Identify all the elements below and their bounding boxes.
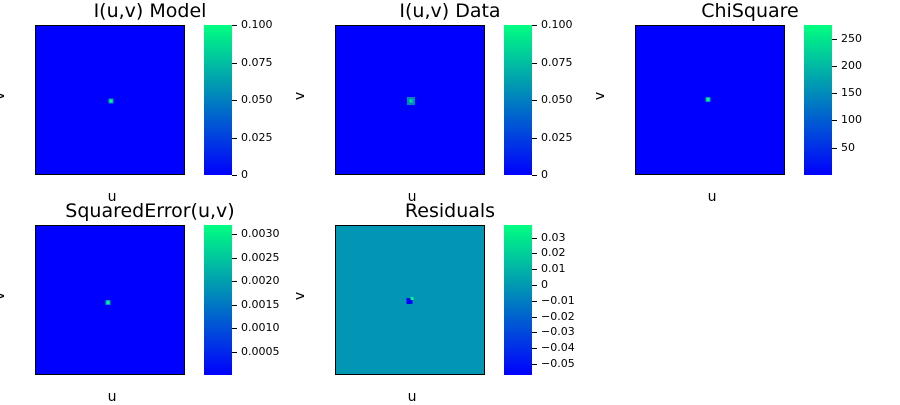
- y-axis-label: v: [292, 91, 308, 101]
- colorbar: [504, 225, 532, 375]
- colorbar-tick-label: 0.075: [241, 55, 273, 69]
- colorbar-tick-label: 0: [241, 168, 248, 181]
- colorbar-tick-label: 0.050: [241, 93, 273, 106]
- colorbar-tick-label: 0.025: [541, 130, 573, 144]
- heatmap-spot: [106, 301, 110, 304]
- heatmap-spot-peak: [410, 297, 414, 300]
- colorbar-tick-label: −0.05: [541, 356, 575, 370]
- heatmap-area: [635, 25, 785, 175]
- y-axis-label: v: [592, 91, 608, 101]
- heatmap-svg: [36, 226, 184, 374]
- x-axis-label: u: [707, 189, 717, 205]
- colorbar-gradient: [504, 25, 532, 175]
- colorbar-svg: [204, 225, 232, 375]
- heatmap-spot: [109, 99, 113, 103]
- chart-title: I(u,v) Model: [93, 0, 207, 22]
- heatmap-area: [335, 25, 485, 175]
- chart-panel: ChiSquare v u 50 100 150 200 250: [592, 0, 900, 205]
- y-axis-label: v: [0, 288, 8, 304]
- chart-title: Residuals: [404, 200, 496, 222]
- colorbar-gradient: [204, 25, 232, 175]
- colorbar-svg: [504, 25, 532, 175]
- colorbar-svg: [504, 225, 532, 375]
- x-axis-label: u: [407, 389, 417, 405]
- colorbar: [204, 225, 232, 375]
- colorbar-gradient: [504, 225, 532, 375]
- chart-panel: SquaredError(u,v) v u 0.0005 0.0010 0.0015 0.0…: [0, 200, 300, 405]
- colorbar-tick-label: 0.100: [541, 18, 573, 31]
- colorbar-tick-label: 0.025: [241, 130, 273, 144]
- chart-panel: I(u,v) Data v u 0 0.025 0.050 0.075 0.100: [292, 0, 600, 205]
- heatmap-svg: [36, 26, 184, 174]
- colorbar-tick-label: 150: [841, 86, 862, 100]
- heatmap-svg: [336, 226, 484, 374]
- chart-title: I(u,v) Data: [399, 0, 501, 22]
- y-axis-label: v: [0, 88, 8, 104]
- x-axis-label: u: [107, 189, 117, 205]
- colorbar: [804, 25, 832, 175]
- heatmap-area: [35, 25, 185, 175]
- chart-panel: I(u,v) Model v u 0 0.025 0.050 0.075 0.100: [0, 0, 300, 205]
- colorbar-tick-label: 0.0015: [241, 297, 280, 311]
- colorbar: [504, 25, 532, 175]
- colorbar-tick-label: 0.0025: [241, 250, 280, 264]
- colorbar-tick-label: 0.0010: [241, 321, 280, 335]
- heatmap-svg: [336, 26, 484, 174]
- x-axis-label: u: [107, 389, 117, 405]
- colorbar-tick-label: 0.0030: [241, 227, 280, 241]
- colorbar-gradient: [804, 25, 832, 175]
- heatmap-spot: [409, 99, 413, 103]
- colorbar-tick-label: −0.02: [541, 309, 575, 323]
- colorbar-tick-label: 0.050: [541, 93, 573, 106]
- colorbar: [204, 25, 232, 175]
- colorbar-tick-label: 0.03: [541, 230, 566, 244]
- colorbar-tick-label: 50: [841, 140, 855, 154]
- colorbar-tick-label: −0.03: [541, 325, 575, 339]
- colorbar-tick-label: 200: [841, 58, 862, 72]
- colorbar-tick-label: 0.075: [541, 55, 573, 69]
- heatmap-svg: [636, 26, 784, 174]
- colorbar-gradient: [204, 225, 232, 375]
- colorbar-tick-label: 0: [541, 278, 548, 291]
- y-axis-label: v: [292, 291, 308, 301]
- colorbar-tick-label: 0.0020: [241, 274, 280, 288]
- x-axis-label: u: [407, 189, 417, 205]
- colorbar-tick-label: 0.02: [541, 246, 566, 260]
- colorbar-tick-label: −0.04: [541, 341, 575, 355]
- colorbar-tick-label: −0.01: [541, 293, 575, 307]
- chart-title: ChiSquare: [701, 0, 799, 22]
- colorbar-tick-label: 250: [841, 31, 862, 45]
- colorbar-tick-label: 100: [841, 113, 862, 127]
- heatmap-spot: [406, 298, 413, 304]
- heatmap-spot: [706, 98, 710, 101]
- chart-panel: Residuals v u 0.03 0.02 0.01 0 −0.01 −0.02 −0.03 −…: [292, 200, 600, 405]
- heatmap-area: [35, 225, 185, 375]
- colorbar-tick-label: 0: [541, 168, 548, 181]
- colorbar-tick-label: 0.01: [541, 262, 566, 276]
- heatmap-area: [335, 225, 485, 375]
- colorbar-tick-label: 0.0005: [241, 344, 280, 358]
- colorbar-svg: [204, 25, 232, 175]
- chart-title: SquaredError(u,v): [65, 200, 235, 222]
- colorbar-svg: [804, 25, 832, 175]
- colorbar-tick-label: 0.100: [241, 18, 273, 31]
